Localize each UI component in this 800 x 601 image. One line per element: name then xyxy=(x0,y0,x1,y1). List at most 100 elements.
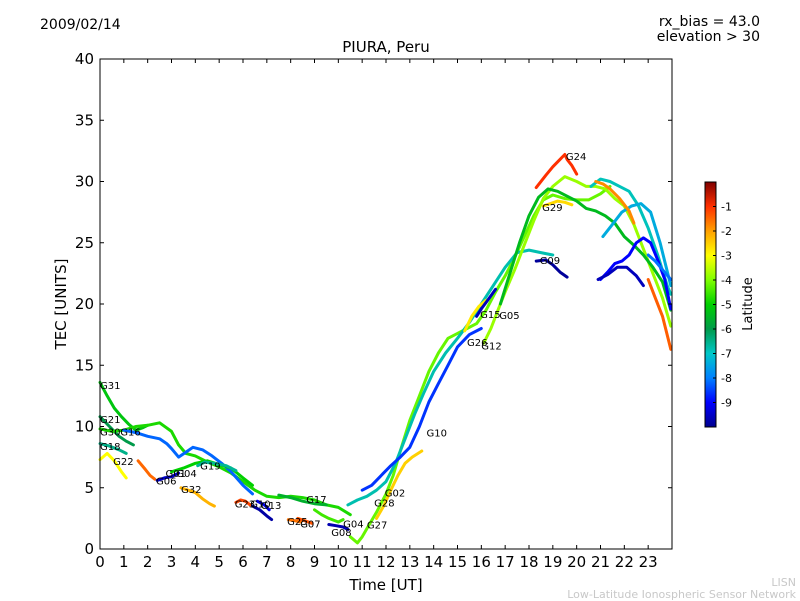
series-g02 xyxy=(346,248,555,507)
satellite-label-g09: G09 xyxy=(540,256,560,267)
x-tick-label: 13 xyxy=(400,553,419,571)
colorbar-tick-label: -5 xyxy=(721,299,732,312)
x-tick-label: 5 xyxy=(214,553,224,571)
series-g-late7 xyxy=(646,253,673,281)
series-g-late2 xyxy=(601,202,673,288)
y-tick-label: 20 xyxy=(75,295,94,313)
colorbar-tick-label: -4 xyxy=(721,274,732,287)
x-tick-label: 10 xyxy=(329,553,348,571)
series-g-late5 xyxy=(594,180,636,225)
series-g19 xyxy=(196,460,238,473)
series-g31 xyxy=(98,380,150,432)
x-tick-label: 23 xyxy=(639,553,658,571)
satellite-label-g15: G15 xyxy=(480,310,500,321)
x-axis-label: Time [UT] xyxy=(348,576,422,594)
satellite-label-g04: G04 xyxy=(176,469,196,480)
series-g22 xyxy=(98,451,128,480)
series-g01 xyxy=(136,459,157,481)
y-tick-label: 0 xyxy=(84,540,94,558)
series-g32 xyxy=(179,486,216,508)
x-tick-label: 2 xyxy=(143,553,153,571)
satellite-label-g21: G21 xyxy=(100,415,120,426)
x-tick-label: 18 xyxy=(519,553,538,571)
satellite-label-g24: G24 xyxy=(566,152,586,163)
x-tick-label: 3 xyxy=(167,553,177,571)
colorbar-tick-label: -8 xyxy=(721,372,732,385)
colorbar-tick-label: -2 xyxy=(721,225,732,238)
y-tick-label: 15 xyxy=(75,356,94,374)
y-tick-label: 35 xyxy=(75,111,94,129)
colorbar-label: Latitude xyxy=(741,277,756,331)
x-tick-label: 6 xyxy=(238,553,248,571)
satellite-label-g10: G10 xyxy=(427,429,447,440)
satellite-label-g27: G27 xyxy=(367,521,387,532)
colorbar-ticks: -1 -2 -3 -4 -5 -6 -7 -8 -9 xyxy=(713,201,732,410)
satellite-label-g04: G04 xyxy=(343,519,363,530)
satellite-label-g06: G06 xyxy=(156,476,176,487)
series-g08 xyxy=(327,523,350,531)
satellite-label-g17: G17 xyxy=(306,495,326,506)
satellite-label-g26: G26 xyxy=(467,338,487,349)
series-g23 xyxy=(234,498,252,507)
y-tick-label: 30 xyxy=(75,173,94,191)
satellite-label-g29: G29 xyxy=(542,203,562,214)
satellite-label-g05: G05 xyxy=(499,311,519,322)
x-tick-label: 14 xyxy=(424,553,443,571)
satellite-label-g02: G02 xyxy=(385,489,405,500)
series-g26 xyxy=(463,298,488,333)
series-g09 xyxy=(534,258,569,279)
credit-network: Low-Latitude Ionospheric Sensor Network xyxy=(567,588,796,601)
satellite-label-g18: G18 xyxy=(100,442,120,453)
satellite-label-g13: G13 xyxy=(261,501,281,512)
satellite-label-g32: G32 xyxy=(181,485,201,496)
series-layer xyxy=(98,153,673,545)
series-g-late4 xyxy=(596,265,645,288)
satellite-label-g01: G01 xyxy=(166,469,186,480)
x-tick-label: 0 xyxy=(95,553,105,571)
satellite-label-g12: G12 xyxy=(481,342,501,353)
credit-lisn: LISN xyxy=(771,576,796,589)
series-g24 xyxy=(534,153,579,190)
y-axis-label: TEC [UNITS] xyxy=(52,259,70,351)
x-tick-label: 17 xyxy=(496,553,515,571)
series-g10b xyxy=(360,327,483,492)
series-g18 xyxy=(98,442,128,455)
rx-bias-label: rx_bias = 43.0 xyxy=(658,14,760,30)
colorbar-tick-label: -6 xyxy=(721,323,732,336)
satellite-label-g10: G10 xyxy=(250,500,270,511)
series-g28 xyxy=(375,449,424,520)
series-g06 xyxy=(155,471,181,482)
elevation-label: elevation > 30 xyxy=(656,29,760,45)
series-g13 xyxy=(255,499,271,512)
y-tick-label: 40 xyxy=(75,50,94,68)
x-axis: 0 1 2 3 4 5 6 7 8 9 10 11 12 13 14 15 16 17 18 19 20 21 22 23 xyxy=(95,59,658,571)
series-g15 xyxy=(475,287,498,318)
y-tick-label: 10 xyxy=(75,418,94,436)
chart-title: PIURA, Peru xyxy=(342,38,429,56)
x-tick-label: 7 xyxy=(262,553,272,571)
satellite-label-g25: G25 xyxy=(287,517,307,528)
series-g17 xyxy=(277,493,328,507)
colorbar-tick-label: -3 xyxy=(721,250,732,263)
series-g04b xyxy=(313,508,345,524)
x-tick-label: 19 xyxy=(543,553,562,571)
satellite-label-g31: G31 xyxy=(100,381,120,392)
x-tick-label: 8 xyxy=(286,553,296,571)
x-tick-label: 20 xyxy=(567,553,586,571)
series-g29 xyxy=(541,199,574,208)
x-tick-label: 21 xyxy=(591,553,610,571)
colorbar-tick-label: -7 xyxy=(721,348,732,361)
x-tick-label: 4 xyxy=(191,553,201,571)
series-g05 xyxy=(498,187,673,312)
satellite-label-g19: G19 xyxy=(200,462,220,473)
y-tick-label: 5 xyxy=(84,479,94,497)
series-g10 xyxy=(251,504,274,522)
x-tick-label: 16 xyxy=(472,553,491,571)
x-tick-label: 22 xyxy=(615,553,634,571)
satellite-label-g30: G30 xyxy=(100,427,120,438)
y-axis: 0 5 10 15 20 25 30 35 40 xyxy=(75,50,672,558)
satellite-label-g07: G07 xyxy=(300,519,320,530)
x-tick-label: 15 xyxy=(448,553,467,571)
